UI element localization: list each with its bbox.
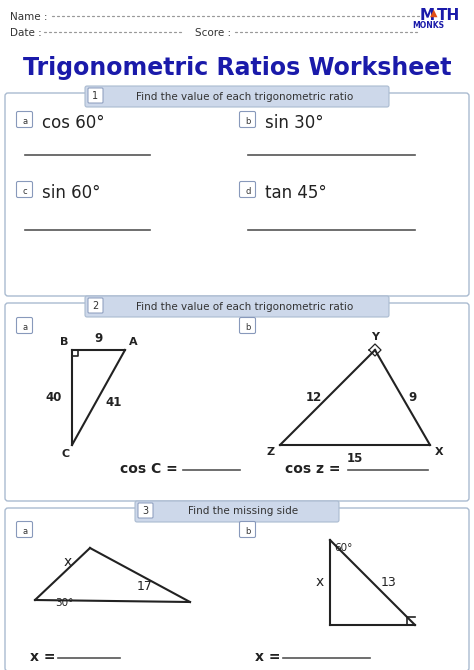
Text: Y: Y bbox=[371, 332, 379, 342]
Text: X: X bbox=[435, 447, 444, 457]
FancyBboxPatch shape bbox=[88, 298, 103, 313]
Text: a: a bbox=[22, 117, 27, 125]
FancyBboxPatch shape bbox=[17, 111, 33, 127]
Text: ▲: ▲ bbox=[430, 8, 438, 18]
Text: x: x bbox=[64, 555, 72, 569]
Text: x =: x = bbox=[255, 650, 285, 664]
Text: C: C bbox=[62, 449, 70, 459]
Text: d: d bbox=[246, 186, 251, 196]
Text: 12: 12 bbox=[305, 391, 321, 404]
Text: cos C =: cos C = bbox=[120, 462, 182, 476]
Text: Z: Z bbox=[267, 447, 275, 457]
FancyBboxPatch shape bbox=[239, 111, 255, 127]
Text: x =: x = bbox=[30, 650, 60, 664]
Text: 60°: 60° bbox=[334, 543, 352, 553]
Text: 9: 9 bbox=[94, 332, 103, 345]
Text: B: B bbox=[60, 337, 68, 347]
FancyBboxPatch shape bbox=[88, 88, 103, 103]
Text: 40: 40 bbox=[46, 391, 62, 404]
Text: M: M bbox=[420, 8, 435, 23]
Text: 9: 9 bbox=[409, 391, 417, 404]
Text: Find the missing side: Find the missing side bbox=[188, 507, 298, 517]
Text: 13: 13 bbox=[381, 576, 396, 589]
FancyBboxPatch shape bbox=[17, 318, 33, 334]
Text: Find the value of each trigonometric ratio: Find the value of each trigonometric rat… bbox=[137, 302, 354, 312]
Text: 41: 41 bbox=[106, 396, 122, 409]
Text: c: c bbox=[23, 186, 27, 196]
FancyBboxPatch shape bbox=[85, 86, 389, 107]
Text: b: b bbox=[246, 527, 251, 535]
Text: cos 60°: cos 60° bbox=[42, 114, 105, 132]
Text: Date :: Date : bbox=[10, 28, 42, 38]
Text: A: A bbox=[129, 337, 137, 347]
FancyBboxPatch shape bbox=[5, 508, 469, 670]
Text: 30°: 30° bbox=[55, 598, 73, 608]
FancyBboxPatch shape bbox=[5, 93, 469, 296]
Text: b: b bbox=[246, 322, 251, 332]
Text: Score :: Score : bbox=[195, 28, 231, 38]
FancyBboxPatch shape bbox=[135, 501, 339, 522]
FancyBboxPatch shape bbox=[17, 521, 33, 537]
Text: a: a bbox=[22, 322, 27, 332]
FancyBboxPatch shape bbox=[239, 318, 255, 334]
Text: TH: TH bbox=[437, 8, 460, 23]
Text: 17: 17 bbox=[137, 580, 153, 593]
Text: tan 45°: tan 45° bbox=[265, 184, 327, 202]
Text: a: a bbox=[22, 527, 27, 535]
Text: Find the value of each trigonometric ratio: Find the value of each trigonometric rat… bbox=[137, 92, 354, 101]
Text: sin 60°: sin 60° bbox=[42, 184, 100, 202]
Text: b: b bbox=[246, 117, 251, 125]
Text: Trigonometric Ratios Worksheet: Trigonometric Ratios Worksheet bbox=[23, 56, 451, 80]
FancyBboxPatch shape bbox=[5, 303, 469, 501]
Text: 2: 2 bbox=[92, 301, 99, 311]
Text: 15: 15 bbox=[347, 452, 363, 465]
FancyBboxPatch shape bbox=[239, 521, 255, 537]
FancyBboxPatch shape bbox=[17, 182, 33, 198]
Text: Name :: Name : bbox=[10, 12, 47, 22]
FancyBboxPatch shape bbox=[85, 296, 389, 317]
Text: x: x bbox=[316, 576, 324, 590]
FancyBboxPatch shape bbox=[239, 182, 255, 198]
FancyBboxPatch shape bbox=[138, 503, 153, 518]
Text: MONKS: MONKS bbox=[412, 21, 444, 30]
Text: 1: 1 bbox=[92, 91, 99, 101]
Text: sin 30°: sin 30° bbox=[265, 114, 324, 132]
Text: 3: 3 bbox=[143, 506, 148, 516]
Text: cos z =: cos z = bbox=[285, 462, 346, 476]
